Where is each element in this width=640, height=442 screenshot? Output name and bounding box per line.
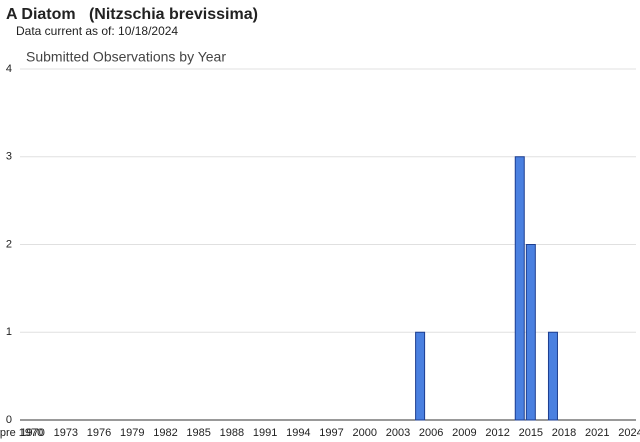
x-tick-label: 2021 (585, 427, 609, 439)
x-tick-label: 1979 (120, 427, 144, 439)
x-tick-label: 1988 (220, 427, 244, 439)
x-tick-label: 2018 (552, 427, 576, 439)
x-tick-label: pre 1970 (0, 427, 43, 439)
y-tick-label: 4 (6, 63, 12, 75)
x-tick-label: 1985 (186, 427, 210, 439)
chart-title: Submitted Observations by Year (26, 49, 226, 65)
x-tick-label: 1970 (20, 427, 44, 439)
page-title: A Diatom (Nitzschia brevissima) (6, 6, 258, 23)
bar (525, 244, 536, 421)
x-tick-label: 2003 (386, 427, 410, 439)
y-tick-label: 1 (6, 326, 12, 338)
x-tick-label: 2015 (519, 427, 543, 439)
x-tick-label: 1997 (319, 427, 343, 439)
bar (547, 331, 558, 421)
x-tick-label: 2006 (419, 427, 443, 439)
x-tick-label: 1991 (253, 427, 277, 439)
x-tick-label: 1994 (286, 427, 310, 439)
y-tick-label: 0 (6, 414, 12, 426)
bar (415, 331, 426, 421)
bar (514, 156, 525, 421)
y-tick-label: 3 (6, 151, 12, 163)
subtitle: Data current as of: 10/18/2024 (16, 24, 178, 38)
x-tick-label: 1976 (87, 427, 111, 439)
x-tick-label: 2000 (353, 427, 377, 439)
x-tick-label: 1982 (153, 427, 177, 439)
x-tick-label: 2012 (485, 427, 509, 439)
x-tick-label: 2009 (452, 427, 476, 439)
x-tick-label: 1973 (54, 427, 78, 439)
x-tick-label: 2024 (618, 427, 640, 439)
y-tick-label: 2 (6, 238, 12, 250)
